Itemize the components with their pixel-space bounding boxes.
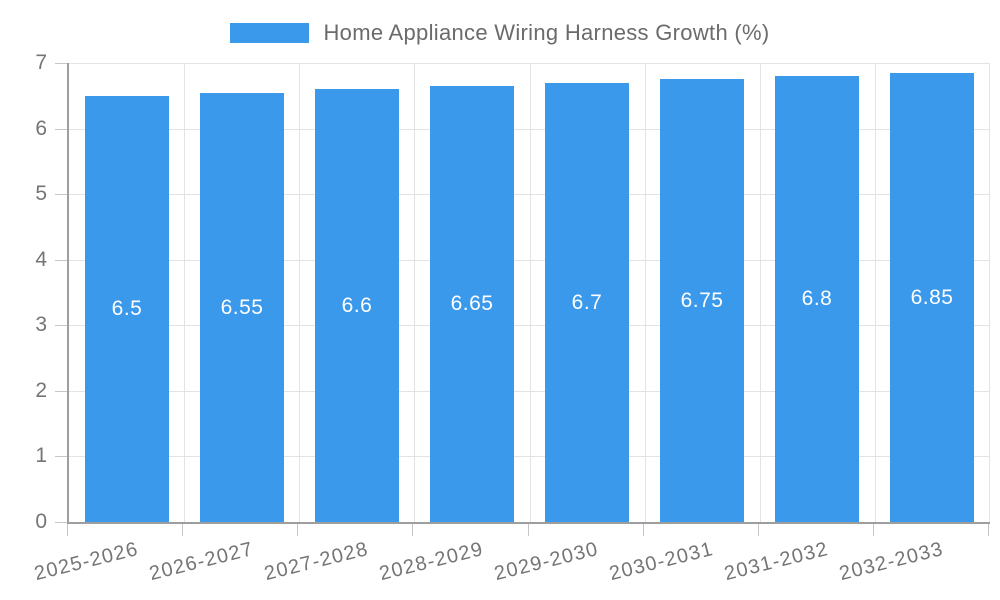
x-axis-tick bbox=[528, 524, 529, 536]
h-gridline bbox=[69, 325, 990, 326]
v-gridline bbox=[184, 63, 185, 522]
x-axis-label: 2030-2031 bbox=[606, 538, 716, 586]
y-axis-tick bbox=[55, 129, 67, 130]
bar: 6.85 bbox=[890, 73, 974, 522]
h-gridline bbox=[69, 391, 990, 392]
bar: 6.75 bbox=[660, 79, 744, 522]
bar: 6.8 bbox=[775, 76, 859, 522]
bar-value-label: 6.6 bbox=[341, 293, 373, 317]
chart-title: Home Appliance Wiring Harness Growth (%) bbox=[323, 20, 770, 45]
chart-legend[interactable]: Home Appliance Wiring Harness Growth (%) bbox=[0, 20, 1000, 46]
y-axis-tick bbox=[55, 325, 67, 326]
bar-value-label: 6.8 bbox=[801, 287, 833, 310]
h-gridline bbox=[69, 129, 990, 130]
bar: 6.5 bbox=[85, 96, 169, 522]
x-axis-tick bbox=[643, 524, 644, 536]
y-axis-label: 4 bbox=[35, 248, 47, 271]
v-gridline bbox=[760, 63, 761, 522]
bar: 6.6 bbox=[315, 89, 399, 522]
bar-value-label: 6.7 bbox=[571, 290, 603, 314]
x-axis-tick bbox=[67, 524, 68, 536]
y-axis-label: 1 bbox=[35, 444, 47, 467]
x-axis-label: 2027-2028 bbox=[261, 538, 371, 586]
y-axis-tick bbox=[55, 63, 67, 64]
v-gridline bbox=[645, 63, 646, 522]
x-axis-label: 2031-2032 bbox=[721, 538, 831, 586]
x-axis-tick bbox=[412, 524, 413, 536]
y-axis-label: 0 bbox=[35, 510, 47, 533]
v-gridline bbox=[414, 63, 415, 522]
v-gridline bbox=[299, 63, 300, 522]
v-gridline bbox=[875, 63, 876, 522]
h-gridline bbox=[69, 194, 990, 195]
x-axis-label: 2026-2027 bbox=[146, 538, 256, 586]
y-axis-label: 6 bbox=[35, 117, 47, 140]
y-axis-tick bbox=[55, 391, 67, 392]
h-gridline bbox=[69, 260, 990, 261]
legend-swatch[interactable] bbox=[230, 23, 310, 43]
y-axis-tick bbox=[55, 522, 67, 523]
bar-value-label: 6.55 bbox=[220, 295, 264, 319]
y-axis-label: 5 bbox=[35, 182, 47, 205]
plot-area: 6.5 6.55 6.6 6.65 6.7 6.75 6.8 6.85 bbox=[67, 63, 990, 524]
x-axis-tick bbox=[988, 524, 989, 536]
x-axis-tick bbox=[297, 524, 298, 536]
v-gridline bbox=[989, 63, 990, 522]
bar-value-label: 6.5 bbox=[111, 297, 143, 320]
h-gridline bbox=[69, 63, 990, 64]
bar-value-label: 6.85 bbox=[910, 285, 954, 309]
x-axis-tick bbox=[182, 524, 183, 536]
x-axis-label: 2029-2030 bbox=[491, 538, 601, 586]
x-axis-label: 2025-2026 bbox=[31, 538, 141, 586]
x-axis-tick bbox=[873, 524, 874, 536]
y-axis-label: 7 bbox=[35, 51, 47, 74]
x-axis-label: 2032-2033 bbox=[836, 538, 946, 586]
y-axis-label: 3 bbox=[35, 313, 47, 336]
bar: 6.65 bbox=[430, 86, 514, 522]
bar: 6.7 bbox=[545, 83, 629, 522]
bar-value-label: 6.65 bbox=[450, 292, 494, 315]
x-axis-tick bbox=[758, 524, 759, 536]
v-gridline bbox=[530, 63, 531, 522]
y-axis-tick bbox=[55, 456, 67, 457]
y-axis-label: 2 bbox=[35, 379, 47, 402]
y-axis-tick bbox=[55, 260, 67, 261]
bar: 6.55 bbox=[200, 93, 284, 522]
bar-value-label: 6.75 bbox=[680, 288, 724, 312]
h-gridline bbox=[69, 456, 990, 457]
y-axis-tick bbox=[55, 194, 67, 195]
x-axis-label: 2028-2029 bbox=[376, 538, 486, 586]
